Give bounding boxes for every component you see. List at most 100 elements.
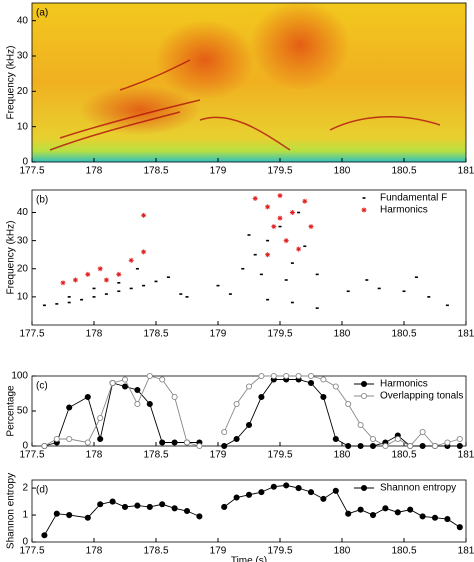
y-axis-label: Percentage [6,385,17,437]
point [233,435,240,443]
x-tick-label: 181 [458,166,474,177]
y-tick-label: 100 [11,371,28,382]
point [92,296,96,298]
plot-frame [31,479,467,543]
point [277,193,283,199]
x-tick-label: 180.5 [391,329,416,340]
point [320,376,327,383]
point [308,224,314,230]
point [258,489,265,496]
point [382,505,389,512]
point [72,277,78,283]
point [407,506,414,513]
y-tick-label: 50 [17,406,29,417]
point [103,277,109,283]
point [266,239,270,242]
y-tick-label: 1 [22,510,28,521]
point [134,386,141,394]
point [135,267,139,270]
point [97,266,103,272]
spectrogram-trace [329,116,441,131]
point [320,393,327,401]
legend-label: Harmonics [380,379,428,390]
x-tick-label: 181 [458,450,474,461]
point [252,195,258,201]
legend-marker [360,392,368,400]
point [332,435,339,443]
point [258,393,265,401]
x-tick-label: 177.5 [19,450,44,461]
x-tick-label: 177.5 [19,329,44,340]
x-tick-label: 180.5 [391,546,416,557]
point [171,439,178,446]
point [296,246,302,252]
point [60,280,66,286]
point [431,514,439,521]
panel-label: (d) [36,485,48,496]
point [278,225,282,228]
point [414,276,418,278]
y-axis-label: Frequency (kHz) [6,46,17,120]
y-tick-label: 40 [17,15,29,26]
y-tick-label: 0 [22,441,28,452]
point [117,282,121,284]
point [307,372,315,380]
point [265,252,271,258]
point [315,273,319,276]
point [196,442,203,450]
point [41,532,48,539]
x-tick-label: 178.5 [143,546,168,557]
point [444,516,451,523]
plot-frame [31,189,467,326]
legend-marker [360,380,368,388]
y-tick-label: 20 [17,86,29,97]
point [134,502,141,509]
y-tick-label: 30 [17,51,29,62]
point [179,293,183,295]
x-tick-label: 180 [334,166,351,177]
legend-label: Fundamental F [380,193,447,204]
point [221,503,228,511]
point [121,383,129,390]
point [146,503,153,511]
point [84,514,91,521]
point [345,442,352,450]
spectrogram-hotspot [155,20,255,100]
x-tick-label: 181 [458,546,474,557]
point [92,287,96,290]
y-tick-label: 2 [22,483,28,494]
point [67,301,71,304]
point [283,372,290,380]
x-tick-label: 181 [458,329,474,340]
point [245,491,253,498]
point [128,257,134,263]
y-tick-label: 10 [17,121,29,132]
point [185,296,189,298]
point [431,442,439,450]
point [159,439,166,446]
point [277,215,283,221]
x-tick-label: 178.5 [143,450,168,461]
point [245,383,253,390]
point [141,249,147,255]
y-tick-label: 40 [17,207,29,218]
point [121,376,129,383]
point [121,503,129,511]
point [419,428,426,436]
legend-label: Overlapping tonals [380,391,463,402]
x-tick-label: 178 [86,546,103,557]
point [445,304,449,307]
point [456,435,463,443]
point [116,271,122,277]
point [216,284,220,287]
point [41,442,48,450]
point [159,376,166,383]
x-tick-label: 179 [210,450,227,461]
point [233,494,240,501]
point [270,372,277,380]
legend-label: Shannon entropy [380,483,456,494]
point [302,198,308,204]
x-tick-label: 178 [86,329,103,340]
point [146,400,153,408]
point [456,442,463,450]
